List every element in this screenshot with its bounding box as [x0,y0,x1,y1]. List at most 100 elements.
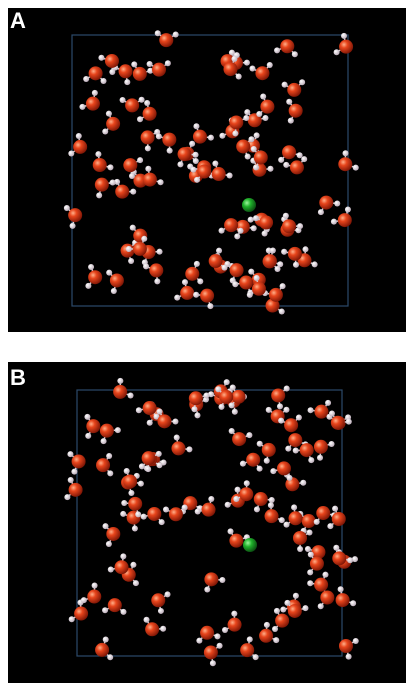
hydrogen [203,393,209,399]
hydrogen [347,557,353,563]
oxygen [212,167,226,181]
oxygen [240,643,254,657]
oxygen [115,185,129,199]
oxygen [223,62,237,76]
oxygen [259,216,273,230]
hydrogen [197,278,203,284]
oxygen [314,440,328,454]
hydrogen [254,275,260,281]
hydrogen [230,384,236,390]
hydrogen [101,78,107,84]
hydrogen [92,90,98,96]
hydrogen [286,99,292,105]
hydrogen [284,600,290,606]
hydrogen [270,468,276,474]
oxygen [260,100,274,114]
hydrogen [240,461,246,467]
oxygen [119,64,133,78]
oxygen [74,607,88,621]
oxygen [282,145,296,159]
hydrogen [235,487,241,493]
oxygen [331,416,345,430]
hydrogen [238,228,244,234]
hydrogen [156,133,162,139]
oxygen [143,401,157,415]
oxygen [230,263,244,277]
hydrogen [307,529,313,535]
hydrogen [165,591,171,597]
hydrogen [262,115,268,121]
hydrogen [76,133,82,139]
hydrogen [283,213,289,219]
hydrogen [248,269,254,275]
oxygen [95,643,109,657]
hydrogen [156,451,162,457]
hydrogen [222,627,228,633]
hydrogen [68,477,74,483]
oxygen [133,67,147,81]
hydrogen [302,605,308,611]
hydrogen [207,303,213,309]
hydrogen [329,410,335,416]
hydrogen [191,406,197,412]
oxygen [110,273,124,287]
hydrogen [108,566,114,572]
hydrogen [253,215,259,221]
hydrogen [332,506,338,512]
oxygen [338,213,352,227]
hydrogen [67,451,73,457]
hydrogen [346,654,352,660]
hydrogen [155,30,161,36]
hydrogen [193,158,199,164]
hydrogen [232,409,238,415]
hydrogen [291,504,297,510]
hydrogen [308,552,314,558]
hydrogen [251,225,257,231]
hydrogen [139,97,145,103]
oxygen [185,267,199,281]
hydrogen [157,249,163,255]
oxygen [96,458,110,472]
hydrogen [95,151,101,157]
hydrogen [253,164,259,170]
oxygen [69,483,83,497]
oxygen [271,388,285,402]
hydrogen [106,453,112,459]
hydrogen [300,480,306,486]
hydrogen [147,61,153,67]
hydrogen [267,62,273,68]
oxygen [142,451,156,465]
hydrogen [268,502,274,508]
oxygen [259,629,273,643]
hydrogen [331,219,337,225]
oxygen [262,443,276,457]
hydrogen [287,475,293,481]
oxygen [336,593,350,607]
hydrogen [254,506,260,512]
hydrogen [296,414,302,420]
hydrogen [283,407,289,413]
oxygen [106,527,120,541]
hydrogen [107,164,113,170]
oxygen [125,98,139,112]
hydrogen [160,626,166,632]
oxygen [209,254,223,268]
hydrogen [189,141,195,147]
hydrogen [312,261,318,267]
hydrogen [128,392,134,398]
hydrogen [126,246,132,252]
hydrogen [345,207,351,213]
hydrogen [256,111,262,117]
hydrogen [103,523,109,529]
hydrogen [224,379,230,385]
hydrogen [308,407,314,413]
hydrogen [264,622,270,628]
oxygen [147,507,161,521]
oxygen [246,453,260,467]
hydrogen [318,603,324,609]
hydrogen [350,600,356,606]
hydrogen [193,123,199,129]
hydrogen [333,545,339,551]
hydrogen [130,189,136,195]
hydrogen [267,166,273,172]
